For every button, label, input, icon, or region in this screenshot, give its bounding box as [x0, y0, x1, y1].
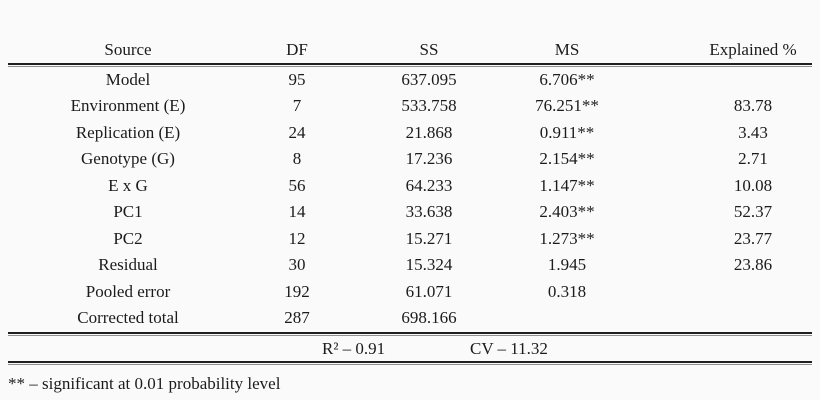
cell-ss: 61.071 [405, 281, 453, 301]
cell-explained: 52.37 [733, 202, 773, 222]
table-row: Replication (E) 24 21.868 0.911** 3.43 [8, 120, 812, 147]
table-row: Pooled error 192 61.071 0.318 [8, 279, 812, 306]
cell-df: 192 [284, 281, 310, 301]
table-row: Environment (E) 7 533.758 76.251** 83.78 [8, 94, 812, 121]
cell-explained: 2.71 [738, 149, 768, 169]
cell-df: 7 [292, 96, 302, 116]
cell-ss: 33.638 [405, 202, 453, 222]
table-header-row: Source DF SS MS Explained % [8, 37, 812, 63]
cell-ms: 0.318 [547, 281, 587, 301]
table-row: Residual 30 15.324 1.945 23.86 [8, 253, 812, 280]
table-row: Model 95 637.095 6.706** [8, 67, 812, 94]
cell-ss: 698.166 [401, 308, 457, 328]
table-row: Corrected total 287 698.166 [8, 306, 812, 333]
cell-ms: 1.147** [539, 175, 595, 195]
cell-df: 30 [288, 255, 306, 275]
body-bottom-rule [8, 332, 812, 336]
cell-ms: 76.251** [535, 96, 599, 116]
cv-value: CV – 11.32 [470, 339, 548, 358]
table-bottom-rule [8, 361, 812, 365]
cell-source: Pooled error [85, 281, 171, 301]
table-body: Model 95 637.095 6.706** Environment (E)… [8, 67, 812, 332]
cell-explained: 10.08 [733, 175, 773, 195]
cell-ss: 533.758 [401, 96, 457, 116]
column-header-explained: Explained % [709, 39, 797, 59]
cell-source: PC2 [113, 228, 143, 248]
cell-source: Corrected total [77, 308, 179, 328]
cell-source: Residual [98, 255, 158, 275]
table-row: PC2 12 15.271 1.273** 23.77 [8, 226, 812, 253]
cell-df: 14 [288, 202, 306, 222]
cell-ss: 17.236 [405, 149, 453, 169]
cell-source: Replication (E) [75, 122, 181, 142]
cell-ss: 637.095 [401, 69, 457, 89]
cell-ss: 21.868 [405, 122, 453, 142]
cell-ms: 1.945 [547, 255, 587, 275]
cell-df: 8 [292, 149, 302, 169]
cell-ms: 2.403** [539, 202, 595, 222]
cell-ms: 1.273** [539, 228, 595, 248]
cell-df: 95 [288, 69, 306, 89]
r-squared-value: R² – 0.91 [322, 339, 386, 358]
column-header-ss: SS [419, 39, 439, 59]
cell-explained: 23.77 [733, 228, 773, 248]
cell-ms: 0.911** [539, 122, 595, 142]
column-header-ms: MS [554, 39, 580, 59]
cell-df: 12 [288, 228, 306, 248]
header-rule [8, 63, 812, 67]
significance-footnote: ** – significant at 0.01 probability lev… [8, 374, 281, 393]
anova-table: Source DF SS MS Explained % Model 95 637… [8, 0, 812, 394]
cell-ms: 6.706** [539, 69, 595, 89]
column-header-df: DF [286, 39, 308, 59]
cell-source: Genotype (G) [81, 149, 175, 169]
column-header-source: Source [104, 39, 152, 59]
cell-ss: 64.233 [405, 175, 453, 195]
cell-ss: 15.271 [405, 228, 453, 248]
cell-explained: 83.78 [733, 96, 773, 116]
cell-ss: 15.324 [405, 255, 453, 275]
cell-source: E x G [108, 175, 148, 195]
table-row: Genotype (G) 8 17.236 2.154** 2.71 [8, 147, 812, 174]
cell-source: PC1 [113, 202, 143, 222]
cell-df: 287 [284, 308, 310, 328]
cell-ms: 2.154** [539, 149, 595, 169]
table-summary-row: R² – 0.91 CV – 11.32 [8, 336, 812, 361]
cell-explained: 23.86 [733, 255, 773, 275]
cell-source: Model [105, 69, 151, 89]
cell-df: 24 [288, 122, 306, 142]
table-row: PC1 14 33.638 2.403** 52.37 [8, 200, 812, 227]
cell-explained: 3.43 [738, 122, 768, 142]
cell-source: Environment (E) [70, 96, 186, 116]
cell-df: 56 [288, 175, 306, 195]
table-row: E x G 56 64.233 1.147** 10.08 [8, 173, 812, 200]
